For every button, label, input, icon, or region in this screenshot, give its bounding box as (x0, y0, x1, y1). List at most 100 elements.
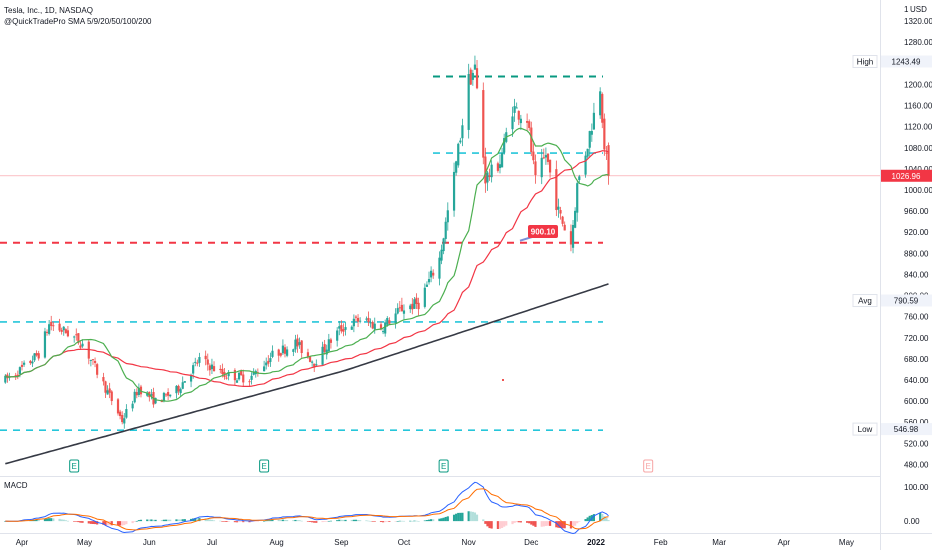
macd-histogram-bar (43, 518, 47, 522)
macd-histogram-bar (576, 521, 579, 524)
candle-body (413, 299, 416, 309)
candle (519, 114, 522, 131)
price-tick-label: 1200.00 (904, 80, 932, 89)
macd-histogram-bar (511, 521, 514, 525)
candle (413, 296, 416, 310)
candle (208, 363, 211, 376)
candle-body (490, 164, 493, 178)
candle (106, 385, 109, 395)
macd-histogram-bar (532, 521, 535, 526)
candle (204, 350, 207, 366)
macd-histogram-bar (87, 521, 90, 524)
candle-body (496, 163, 499, 171)
candle (427, 271, 431, 285)
candle (179, 387, 182, 397)
candle-body (135, 392, 138, 396)
macd-histogram-bar (432, 519, 435, 522)
candle-body (461, 125, 464, 139)
candle-body (167, 392, 170, 396)
macd-histogram-bar (64, 520, 67, 522)
candle-body (14, 375, 17, 377)
earnings-marker (259, 459, 270, 473)
price-tick-label: 680.00 (904, 355, 929, 364)
macd-histogram-bar (457, 512, 460, 522)
candle (590, 123, 593, 142)
candle-body (459, 140, 462, 143)
candle-body (563, 224, 566, 231)
candle-body (177, 385, 180, 392)
price-tick-label: 520.00 (904, 439, 929, 448)
candle-body (359, 320, 362, 322)
macd-histogram-bar (252, 521, 255, 522)
macd-histogram-bar (381, 521, 385, 523)
candle (576, 181, 579, 222)
macd-histogram-bar (386, 521, 389, 522)
candle (532, 143, 535, 165)
candle (500, 147, 504, 168)
candle (227, 370, 230, 381)
candle (137, 383, 140, 398)
candle-body (306, 352, 310, 357)
candle (559, 206, 562, 220)
macd-histogram-bar (233, 521, 237, 523)
candle-body (189, 374, 193, 382)
candle (438, 251, 441, 286)
candle-body (603, 118, 606, 150)
candle (442, 237, 445, 255)
candle-body (137, 387, 140, 395)
candle-body (315, 364, 318, 366)
macd-histogram-bar (369, 521, 372, 522)
macd-histogram-bar (106, 521, 109, 526)
candle (206, 353, 209, 371)
macd-histogram-bar (409, 520, 412, 522)
candle-body (528, 121, 531, 128)
macd-histogram-bar (146, 519, 149, 522)
candle-body (292, 349, 295, 352)
macd-histogram-bar (327, 520, 330, 522)
time-tick-label: Jun (143, 538, 156, 547)
candle (269, 352, 272, 367)
price-badge (881, 423, 932, 436)
macd-histogram-bar (350, 519, 353, 522)
candle (557, 198, 560, 218)
candle (457, 142, 460, 168)
macd-histogram-bar (313, 521, 316, 523)
candle-body (196, 362, 199, 364)
marker-dot (502, 379, 504, 381)
candle-body (415, 297, 418, 304)
candle-body (233, 370, 237, 381)
candle-body (498, 164, 502, 169)
candle (29, 359, 32, 365)
macd-histogram-bar (396, 521, 399, 522)
price-badge-tag-label: Avg (858, 297, 872, 306)
candle-body (58, 323, 61, 331)
candle-body (444, 221, 447, 239)
candle (198, 352, 201, 367)
macd-histogram-bar (311, 521, 314, 523)
macd-histogram-bar (162, 519, 166, 522)
candle-body (574, 210, 577, 228)
macd-histogram-bar (490, 521, 493, 529)
candle-body (250, 375, 253, 380)
macd-histogram-bar (242, 521, 245, 523)
macd-histogram-bar (446, 516, 449, 522)
candle (569, 224, 573, 252)
macd-histogram-bar (425, 520, 429, 522)
candle-body (192, 365, 195, 374)
candle (73, 335, 76, 343)
macd-histogram-bar (534, 521, 537, 527)
macd-histogram-bar (415, 520, 418, 522)
macd-histogram-bar (484, 521, 487, 524)
macd-histogram-bar (496, 521, 499, 529)
candle-body (269, 358, 272, 362)
time-tick-label: Sep (334, 538, 349, 547)
candle-body (365, 318, 368, 320)
macd-histogram-bar (89, 521, 92, 524)
macd-histogram-bar (285, 520, 289, 522)
macd-histogram-bar (542, 521, 545, 527)
candle (381, 327, 385, 335)
candle (338, 321, 341, 336)
candle-body (588, 131, 591, 148)
candle-body (344, 327, 347, 330)
